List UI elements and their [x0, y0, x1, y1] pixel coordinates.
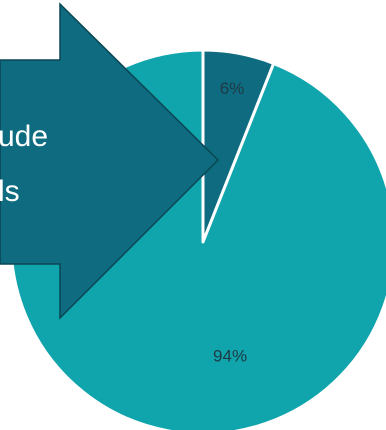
callout-line-2: ls: [0, 175, 20, 208]
arrow-shape: [0, 2, 220, 320]
callout-line-1: ude: [0, 120, 48, 153]
callout-arrow: ude ls: [0, 2, 220, 320]
slice-label-1: 6%: [220, 79, 245, 98]
slice-label-2: 94%: [213, 346, 247, 365]
pie-labels: 6% 94%: [213, 79, 247, 365]
